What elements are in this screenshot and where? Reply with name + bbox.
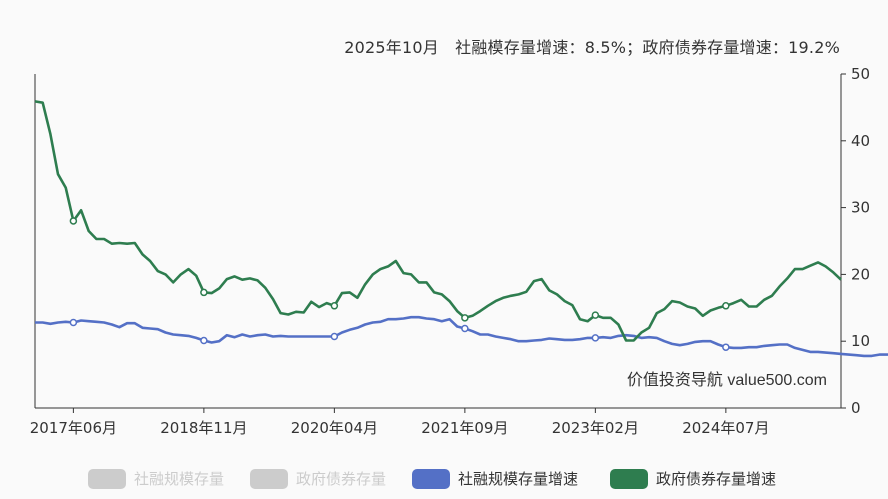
x-tick-label: 2018年11月 (160, 419, 247, 437)
series-point-1 (461, 324, 469, 333)
series-point-2 (69, 217, 78, 225)
legend-swatch (412, 468, 450, 489)
y-tick-label: 40 (851, 132, 870, 150)
y-tick-label: 50 (851, 65, 870, 83)
x-tick-label: 2023年02月 (552, 419, 639, 437)
legend-swatch (250, 468, 288, 489)
legend-swatch (610, 468, 648, 489)
series-line-2 (34, 100, 842, 342)
legend-label: 政府债券存量 (296, 470, 387, 488)
legend: 社融规模存量 政府债券存量 社融规模存量增速 政府债券存量增速 (0, 468, 888, 492)
x-tick-label: 2021年09月 (421, 419, 508, 437)
series-point-2 (722, 302, 730, 310)
series-point-1 (722, 343, 730, 351)
series-point-1 (200, 336, 208, 345)
y-tick-label: 30 (851, 199, 870, 217)
series-markers (69, 217, 730, 351)
series-line-1 (35, 315, 888, 358)
axes (34, 73, 846, 413)
series-lines (34, 100, 888, 358)
legend-item[interactable]: 社融规模存量 (88, 468, 224, 489)
series-point-2 (461, 314, 469, 322)
y-tick-label: 0 (851, 399, 861, 417)
legend-label: 社融规模存量增速 (458, 470, 579, 488)
x-tick-label: 2020年04月 (291, 419, 378, 437)
legend-label: 社融规模存量 (134, 470, 225, 488)
watermark: 价值投资导航 value500.com (627, 371, 827, 389)
legend-label: 政府债券存量增速 (656, 470, 777, 488)
x-tick-label: 2024年07月 (682, 419, 769, 437)
legend-item[interactable]: 政府债券存量 (250, 468, 386, 489)
x-tick-label: 2017年06月 (30, 419, 117, 437)
chart-title: 2025年10月 社融模存量增速：8.5%；政府债券存量增速：19.2% (344, 38, 840, 57)
tick-labels: 0 10 20 30 40 50 2017年06月 2018年11月 2020年04月 2021年… (30, 65, 870, 437)
series-point-2 (200, 288, 208, 297)
legend-item[interactable]: 政府债券存量增速 (610, 468, 776, 489)
series-point-1 (591, 334, 600, 342)
series-point-1 (69, 318, 78, 327)
y-tick-label: 20 (851, 265, 870, 283)
legend-swatch (88, 468, 126, 489)
series-point-2 (591, 311, 600, 319)
legend-item[interactable]: 社融规模存量增速 (412, 468, 578, 489)
series-point-2 (330, 302, 339, 310)
series-point-1 (330, 332, 339, 341)
y-tick-label: 10 (851, 332, 870, 350)
